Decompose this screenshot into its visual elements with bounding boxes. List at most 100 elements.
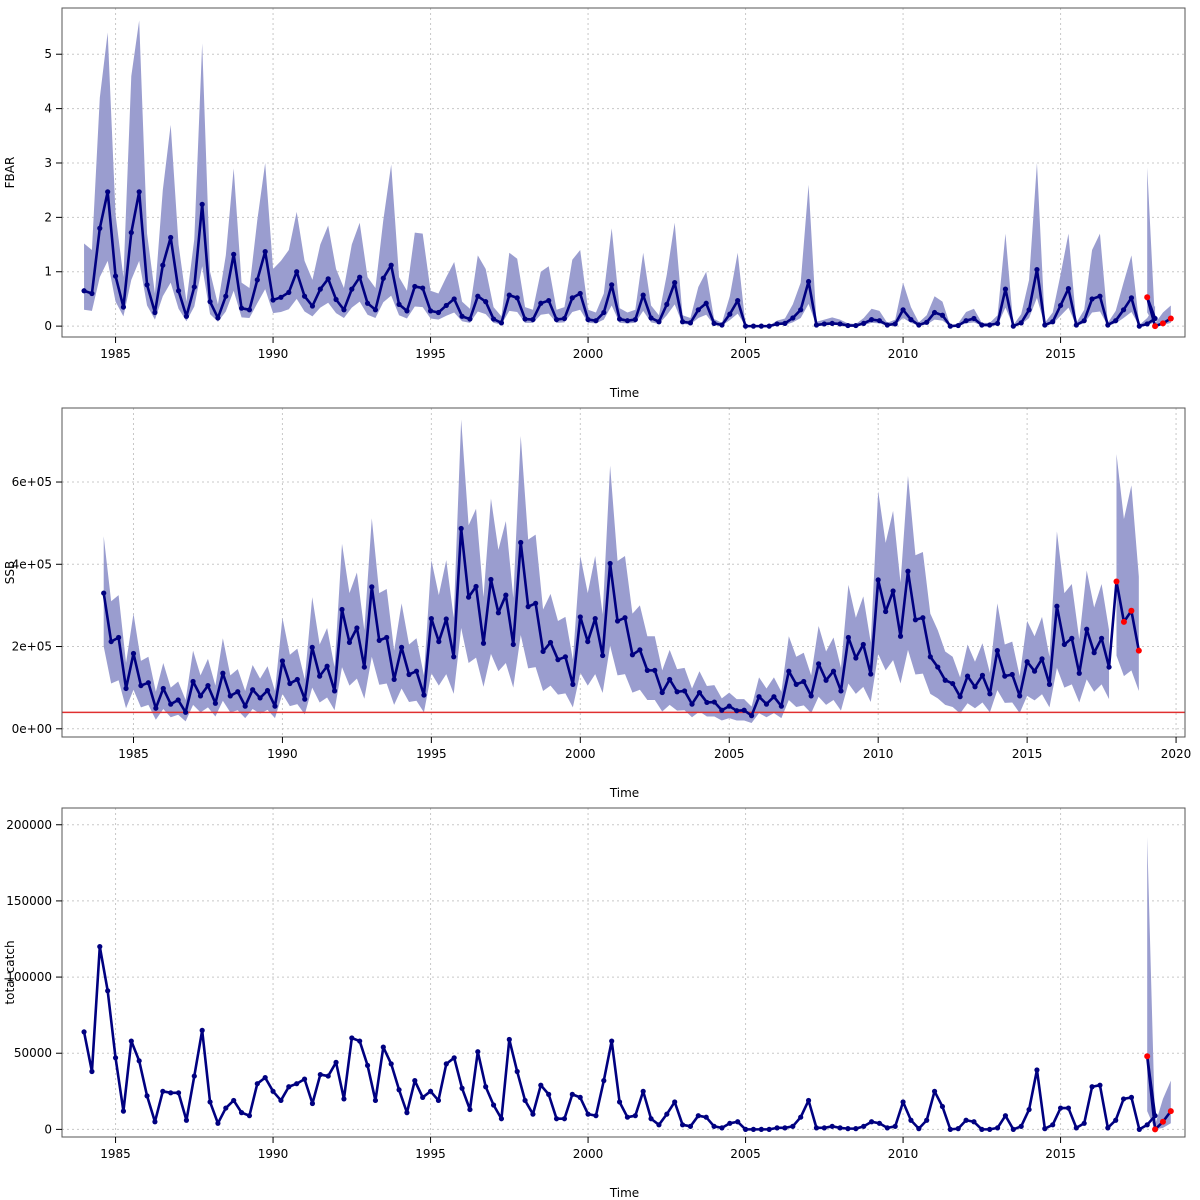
projection-point [1159,320,1166,327]
data-point [231,251,237,257]
data-point [808,693,814,699]
data-point [530,316,536,323]
data-point [884,322,890,328]
data-point [1042,1126,1048,1132]
data-point [632,1113,638,1119]
data-point [771,694,777,700]
data-point [372,307,379,313]
data-point [97,225,103,231]
data-point [656,1122,662,1128]
data-point [553,1116,560,1122]
data-point [546,297,552,304]
data-point [1018,1123,1024,1129]
data-point [667,676,673,683]
data-point [861,320,867,327]
data-point [262,1074,268,1081]
y-tick-label: 2e+05 [12,640,52,654]
data-point [1034,1067,1040,1073]
data-point [443,302,449,309]
data-point [1069,635,1075,641]
x-tick-label: 1985 [100,1147,131,1161]
data-point [957,694,963,700]
data-point [1120,307,1127,313]
data-point [160,685,166,692]
data-point [278,294,284,300]
data-point [585,638,591,645]
data-point [766,323,772,329]
data-point [278,1097,284,1104]
data-point [805,278,812,285]
data-point [339,606,345,613]
data-point [924,1117,930,1123]
data-point [325,276,331,282]
data-point [262,249,268,255]
data-point [1018,320,1024,326]
data-point [616,316,623,322]
data-point [547,639,554,646]
data-point [561,1116,568,1122]
data-point [766,1126,772,1132]
data-point [1091,650,1097,656]
x-tick-label: 2010 [888,1147,919,1161]
data-point [979,672,986,678]
data-point [994,648,1000,654]
data-point [750,323,757,329]
data-point [89,1068,95,1075]
data-point [1065,1105,1072,1111]
y-tick-label: 4e+05 [12,557,52,571]
data-point [1073,322,1079,328]
data-point [144,1093,150,1099]
data-point [357,1038,363,1044]
data-point [659,689,665,696]
y-tick-label: 4 [44,102,52,116]
data-point [860,641,866,648]
data-point [1089,1084,1095,1090]
data-point [577,290,583,297]
projection-point [1135,647,1142,654]
data-point [488,576,494,583]
data-point [845,634,851,641]
data-point [451,654,457,660]
data-point [890,588,896,594]
data-point [1002,673,1008,679]
data-point [875,577,881,583]
data-point [897,633,904,639]
x-axis-title: Time [609,786,639,800]
data-point [971,1119,977,1125]
data-point [829,1123,835,1129]
data-point [1144,1122,1150,1128]
data-point [467,316,473,322]
data-point [763,701,770,707]
data-point [136,189,142,195]
data-point [829,320,835,327]
data-point [1152,315,1158,322]
data-point [758,323,764,329]
data-point [782,320,788,327]
data-point [622,615,628,621]
data-point [503,592,509,598]
data-point [498,1116,505,1122]
data-point [250,687,256,693]
data-point [1136,323,1142,329]
data-point [346,639,353,646]
data-point [175,697,181,703]
projection-point [1128,607,1135,614]
x-tick-label: 1995 [415,347,446,361]
data-point [309,1100,316,1107]
data-point [317,1071,323,1078]
data-point [947,1126,953,1132]
data-point [220,670,226,676]
data-point [624,318,631,324]
data-point [372,1097,379,1104]
data-point [467,1106,473,1113]
data-point [435,309,442,316]
data-point [1039,656,1045,662]
data-point [302,696,308,702]
y-tick-label: 150000 [6,894,52,908]
data-point [168,1090,174,1096]
x-tick-label: 2015 [1045,1147,1076,1161]
data-point [190,678,196,685]
data-point [592,615,598,622]
data-point [640,1088,646,1094]
data-point [1057,1105,1064,1111]
